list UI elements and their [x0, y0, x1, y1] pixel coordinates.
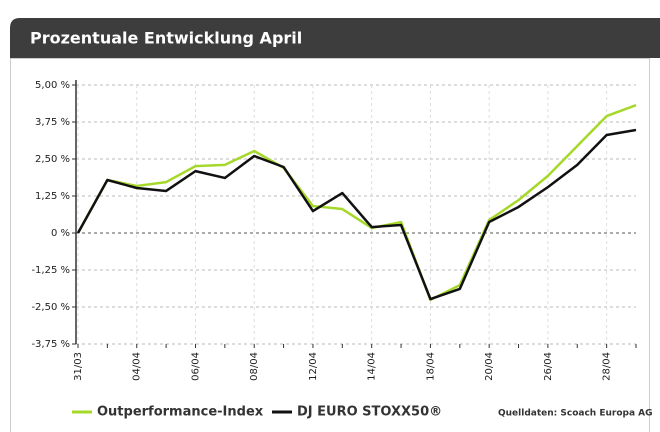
series-line — [76, 103, 637, 302]
y-tick-label: 1,25 % — [35, 191, 70, 202]
x-tick-label: 26/04 — [543, 352, 554, 381]
y-tick-label: 0 % — [51, 228, 70, 239]
y-tick-label: 2,50 % — [35, 154, 70, 165]
chart-frame — [10, 58, 650, 432]
x-tick-label: 14/04 — [367, 352, 378, 381]
x-tick-label: 08/04 — [249, 352, 260, 381]
legend-label: Outperformance-Index — [97, 405, 264, 420]
x-tick-label: 28/04 — [602, 352, 613, 381]
x-tick-label: 20/04 — [484, 352, 495, 381]
source-note: Quelldaten: Scoach Europa AG — [498, 409, 653, 419]
legend-label: DJ EURO STOXX50® — [297, 405, 442, 420]
y-tick-label: -2,50 % — [31, 302, 70, 313]
x-tick-label: 06/04 — [190, 352, 201, 381]
x-tick-label: 31/03 — [73, 352, 84, 381]
y-tick-label: 5,00 % — [35, 80, 70, 91]
x-tick-label: 18/04 — [425, 352, 436, 381]
y-tick-label: 3,75 % — [35, 117, 70, 128]
header-bar — [10, 18, 660, 58]
y-tick-label: -1,25 % — [31, 265, 70, 276]
x-tick-label: 12/04 — [308, 352, 319, 381]
series-line — [76, 128, 637, 301]
y-tick-label: -3,75 % — [31, 339, 70, 350]
chart-title: Prozentuale Entwicklung April — [30, 29, 302, 48]
x-tick-label: 04/04 — [132, 352, 143, 381]
